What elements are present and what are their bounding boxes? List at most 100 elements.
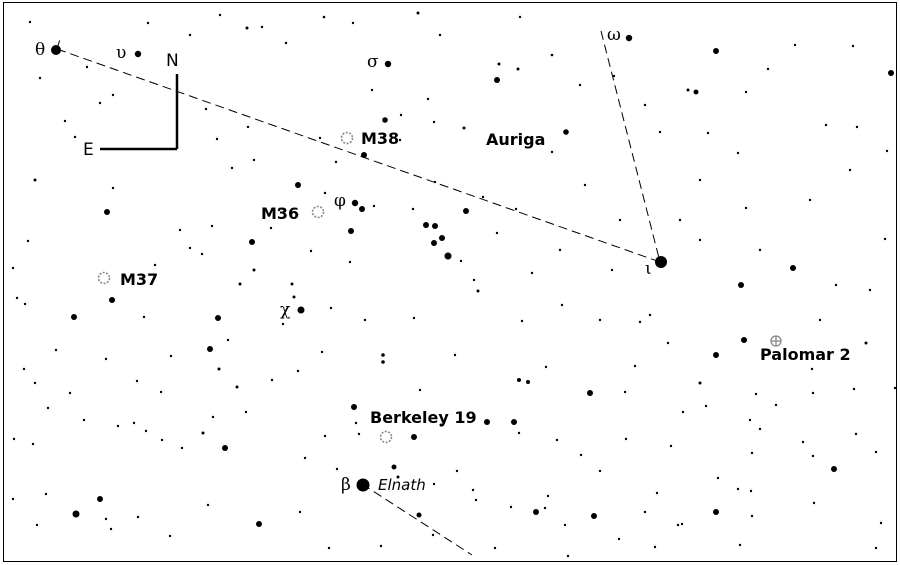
field-star [12, 437, 16, 441]
field-star [252, 268, 256, 272]
field-star [438, 33, 442, 37]
field-star [459, 259, 463, 263]
line-theta-iota [56, 48, 661, 263]
field-star [698, 381, 702, 385]
field-star [381, 360, 385, 364]
field-star [852, 387, 856, 391]
field-star [370, 88, 374, 92]
field-star [104, 517, 108, 521]
label-chi: χ [280, 300, 290, 320]
label-m37: M37 [120, 270, 158, 289]
field-star [514, 207, 518, 211]
field-star [252, 158, 256, 162]
field-star [292, 295, 296, 299]
field-star [54, 348, 58, 352]
field-star [598, 318, 602, 322]
field-star [361, 152, 367, 158]
field-star [854, 432, 858, 436]
field-star [323, 191, 327, 195]
field-star [72, 510, 80, 518]
field-star [97, 496, 103, 502]
field-star [874, 450, 878, 454]
field-star [738, 282, 744, 288]
field-star [116, 424, 120, 428]
m37-symbol [97, 271, 111, 285]
field-star [38, 76, 42, 80]
field-star [68, 391, 72, 395]
field-star [144, 429, 148, 433]
field-star [476, 289, 480, 293]
field-star [246, 125, 250, 129]
field-star [544, 365, 548, 369]
field-star [516, 67, 520, 71]
berkeley19-symbol [379, 430, 393, 444]
label-phi: φ [334, 191, 346, 211]
field-star [493, 546, 497, 550]
field-star [31, 442, 35, 446]
field-star [210, 224, 214, 228]
field-star [698, 238, 702, 242]
field-star [109, 527, 113, 531]
field-star [563, 129, 569, 135]
field-star [322, 15, 326, 19]
field-star [33, 381, 37, 385]
field-star [812, 501, 816, 505]
field-star [169, 354, 173, 358]
field-stars [11, 11, 897, 558]
field-star [323, 434, 327, 438]
field-star [754, 392, 758, 396]
field-star [432, 223, 438, 229]
field-star [713, 352, 719, 358]
field-star [578, 83, 582, 87]
field-star [495, 231, 499, 235]
field-star [159, 390, 163, 394]
field-star [713, 48, 719, 54]
field-star [135, 379, 139, 383]
field-star [885, 149, 889, 153]
field-star [309, 249, 313, 253]
field-star [104, 357, 108, 361]
star-omega [625, 34, 633, 42]
star-iota [655, 256, 667, 268]
m38-symbol [340, 131, 354, 145]
field-star [494, 77, 500, 83]
field-star [618, 218, 622, 222]
field-star [758, 248, 762, 252]
field-star [750, 514, 754, 518]
field-star [749, 489, 753, 493]
field-star [104, 209, 110, 215]
field-star [357, 432, 361, 436]
field-star [431, 240, 437, 246]
field-star [587, 390, 593, 396]
field-star [11, 497, 15, 501]
field-star [888, 70, 894, 76]
field-star [444, 252, 452, 260]
field-star [533, 509, 539, 515]
field-star [26, 239, 30, 243]
field-star [33, 178, 37, 182]
field-star [713, 509, 719, 515]
field-star [109, 297, 115, 303]
field-star [44, 492, 48, 496]
field-star [698, 178, 702, 182]
field-star [426, 97, 430, 101]
field-star [290, 282, 294, 286]
field-star [638, 320, 642, 324]
field-star [327, 546, 331, 550]
compass-north-label: N [166, 51, 179, 71]
field-star [351, 21, 355, 25]
star-sigma [384, 60, 392, 68]
field-star [550, 150, 554, 154]
field-star [277, 208, 281, 212]
field-star [298, 510, 302, 514]
field-star [348, 228, 354, 234]
field-star [555, 438, 559, 442]
constellation-name: Auriga [486, 130, 545, 149]
field-star [455, 469, 459, 473]
field-star [612, 74, 616, 78]
field-star [748, 418, 752, 422]
field-star [111, 93, 115, 97]
field-star [666, 341, 670, 345]
field-star [484, 419, 490, 425]
star-beta [356, 478, 370, 492]
